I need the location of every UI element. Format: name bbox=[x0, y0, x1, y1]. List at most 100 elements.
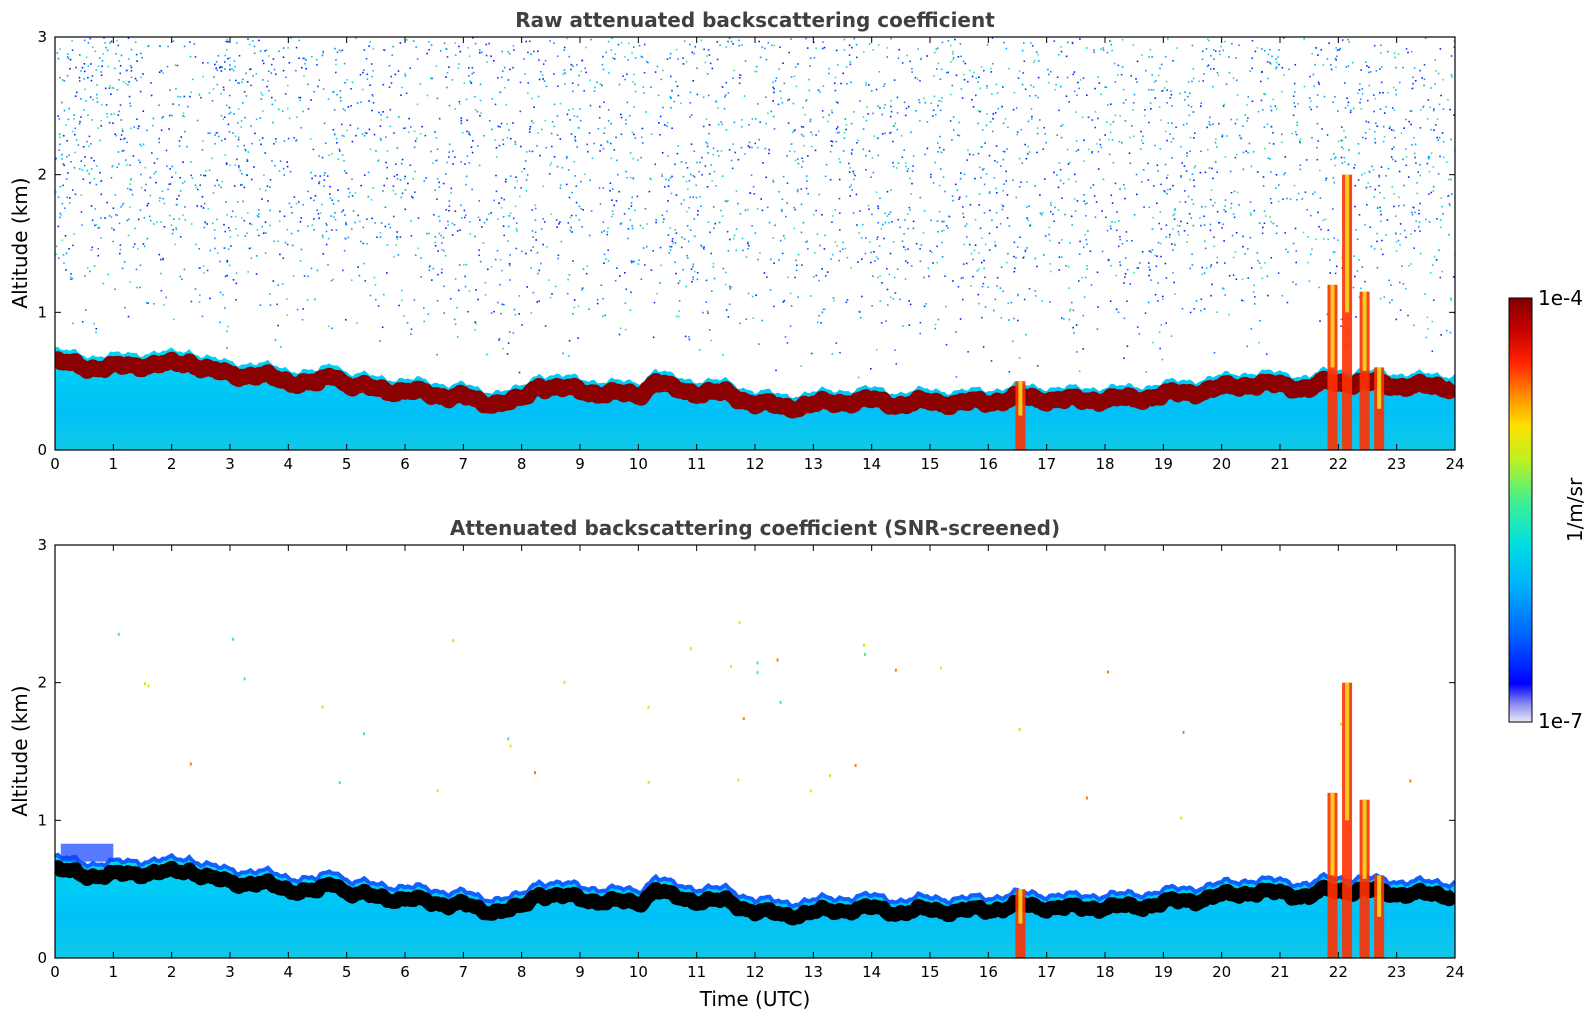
noise-pixel bbox=[619, 223, 622, 225]
noise-pixel bbox=[1169, 133, 1171, 135]
noise-pixel bbox=[534, 219, 537, 221]
noise-pixel bbox=[1269, 105, 1272, 108]
noise-pixel bbox=[842, 72, 844, 75]
noise-pixel bbox=[801, 157, 803, 159]
noise-pixel bbox=[692, 196, 694, 198]
noise-pixel bbox=[892, 161, 894, 164]
noise-pixel bbox=[723, 107, 726, 110]
noise-pixel bbox=[150, 94, 153, 97]
noise-pixel bbox=[55, 157, 57, 160]
noise-pixel bbox=[894, 122, 897, 125]
noise-pixel bbox=[741, 126, 743, 128]
noise-pixel bbox=[1359, 83, 1361, 85]
noise-pixel bbox=[1379, 206, 1381, 209]
noise-pixel bbox=[1398, 196, 1400, 198]
noise-pixel bbox=[1219, 53, 1221, 56]
noise-pixel bbox=[1154, 254, 1156, 257]
noise-pixel bbox=[638, 259, 640, 261]
noise-pixel bbox=[659, 246, 662, 249]
noise-pixel bbox=[1151, 249, 1154, 251]
noise-pixel bbox=[194, 184, 197, 186]
noise-pixel bbox=[732, 77, 734, 79]
noise-pixel bbox=[710, 252, 712, 255]
noise-pixel bbox=[952, 129, 955, 131]
noise-pixel bbox=[1109, 225, 1112, 227]
noise-pixel bbox=[235, 228, 237, 230]
noise-pixel bbox=[768, 148, 770, 151]
noise-pixel bbox=[341, 211, 343, 213]
noise-pixel bbox=[1186, 152, 1188, 154]
noise-pixel bbox=[193, 43, 196, 45]
noise-pixel bbox=[243, 186, 246, 189]
noise-pixel bbox=[1123, 184, 1125, 186]
noise-pixel bbox=[1292, 281, 1294, 283]
noise-pixel bbox=[1416, 192, 1418, 195]
noise-pixel bbox=[861, 258, 863, 260]
noise-pixel bbox=[369, 84, 371, 86]
noise-pixel bbox=[824, 175, 827, 178]
noise-pixel bbox=[1193, 137, 1195, 139]
noise-pixel bbox=[1334, 156, 1337, 158]
noise-pixel bbox=[709, 62, 712, 65]
noise-pixel bbox=[325, 243, 328, 246]
noise-pixel bbox=[820, 322, 822, 324]
noise-pixel bbox=[1358, 152, 1360, 155]
noise-pixel bbox=[89, 96, 92, 98]
noise-pixel bbox=[843, 38, 846, 41]
noise-pixel bbox=[1375, 70, 1378, 72]
noise-pixel bbox=[468, 131, 470, 134]
noise-pixel bbox=[905, 165, 907, 168]
noise-pixel bbox=[1448, 203, 1451, 205]
noise-pixel bbox=[1297, 103, 1299, 105]
noise-pixel bbox=[667, 200, 669, 202]
noise-pixel bbox=[243, 91, 246, 93]
noise-pixel bbox=[1216, 146, 1218, 148]
noise-pixel bbox=[1044, 133, 1046, 135]
noise-pixel bbox=[988, 249, 991, 251]
noise-pixel bbox=[802, 126, 805, 128]
noise-pixel bbox=[603, 132, 605, 134]
noise-pixel bbox=[853, 111, 855, 113]
colorbar-scale bbox=[1508, 297, 1533, 723]
noise-pixel bbox=[1045, 141, 1047, 144]
noise-pixel bbox=[759, 56, 762, 59]
noise-pixel bbox=[1295, 283, 1297, 286]
noise-pixel bbox=[1213, 352, 1216, 354]
noise-pixel bbox=[1087, 116, 1090, 119]
noise-pixel bbox=[551, 293, 553, 295]
noise-pixel bbox=[958, 198, 960, 200]
noise-pixel bbox=[1319, 169, 1321, 172]
noise-pixel bbox=[1399, 233, 1402, 235]
noise-pixel bbox=[1394, 232, 1397, 234]
noise-pixel bbox=[865, 237, 867, 239]
noise-pixel bbox=[325, 230, 328, 233]
noise-pixel bbox=[1082, 246, 1085, 249]
noise-pixel bbox=[1162, 89, 1164, 92]
noise-pixel bbox=[384, 206, 387, 208]
noise-pixel bbox=[1451, 193, 1453, 195]
noise-pixel bbox=[572, 313, 574, 315]
noise-pixel bbox=[1204, 240, 1206, 243]
noise-pixel bbox=[335, 137, 338, 140]
noise-pixel bbox=[1070, 215, 1073, 218]
noise-pixel bbox=[71, 277, 74, 280]
noise-pixel bbox=[941, 41, 944, 44]
noise-pixel bbox=[1269, 216, 1272, 218]
noise-pixel bbox=[1191, 198, 1193, 201]
noise-pixel bbox=[401, 299, 403, 302]
noise-pixel bbox=[613, 58, 616, 60]
noise-pixel bbox=[173, 318, 175, 321]
noise-pixel bbox=[1405, 287, 1407, 290]
noise-pixel bbox=[428, 48, 430, 51]
noise-pixel bbox=[1395, 66, 1397, 69]
noise-pixel bbox=[1037, 76, 1040, 79]
noise-pixel bbox=[95, 224, 98, 226]
noise-pixel bbox=[526, 174, 529, 176]
noise-pixel bbox=[67, 172, 69, 174]
noise-pixel bbox=[129, 281, 131, 283]
noise-pixel bbox=[1007, 302, 1010, 304]
noise-pixel bbox=[864, 252, 867, 255]
noise-pixel bbox=[565, 157, 568, 159]
noise-pixel bbox=[119, 252, 121, 255]
noise-pixel bbox=[890, 37, 892, 40]
